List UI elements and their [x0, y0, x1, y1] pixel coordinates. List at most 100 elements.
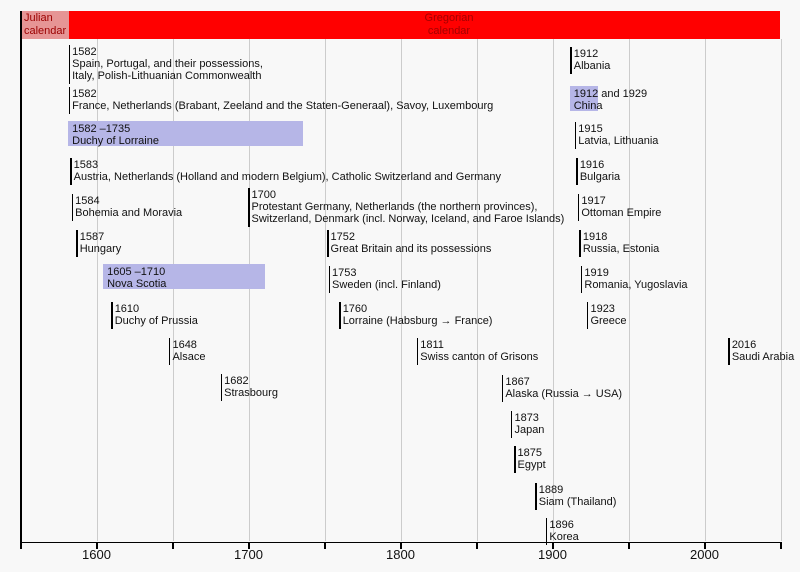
event-year: 1760: [342, 303, 368, 315]
x-axis-tick-1800: [400, 543, 402, 549]
event-year: 1700: [251, 189, 276, 201]
x-axis-tick-1850: [476, 543, 478, 549]
event-year: 1918: [582, 231, 608, 243]
gridline-1700: [248, 39, 250, 541]
julian-label-line2: calendar: [24, 25, 67, 37]
gridline-1600: [96, 39, 98, 541]
event-tick: [339, 302, 341, 329]
event-tick: [535, 483, 537, 510]
event-range-box: [569, 86, 598, 111]
event-country: Alsace: [172, 351, 206, 363]
gridline-2050: [780, 39, 782, 541]
event-country: Austria, Netherlands (Holland and modern…: [73, 171, 502, 183]
timeline-entry: 1919 Romania, Yugoslavia: [584, 267, 687, 291]
event-year: 1873: [514, 412, 539, 424]
timeline-entry: 1753 Sweden (incl. Finland): [332, 267, 441, 291]
gridline-1750: [324, 39, 326, 541]
timeline-entry: 1582 –1735 Duchy of Lorraine: [72, 123, 159, 147]
event-tick: [579, 230, 581, 257]
timeline-entry: 1896 Korea: [549, 519, 578, 543]
timeline-entry: 1584 Bohemia and Moravia: [75, 195, 182, 219]
gregorian-label-line1: Gregorian: [424, 12, 474, 24]
event-country: Korea: [549, 531, 579, 543]
event-country: Great Britain and its possessions: [330, 243, 492, 255]
event-year: 2016: [731, 339, 757, 351]
event-tick: [68, 45, 71, 84]
event-tick: [111, 302, 113, 329]
timeline-entry: 1875 Egypt: [518, 447, 546, 471]
timeline-entry: 1916 Bulgaria: [580, 159, 620, 183]
event-country: Lorraine (Habsburg → France): [342, 315, 493, 327]
timeline-entry: 1752 Great Britain and its possessions: [331, 231, 492, 255]
event-tick: [76, 230, 78, 257]
event-tick: [220, 374, 223, 401]
event-year: 1682: [224, 375, 249, 387]
timeline-entry: 1582 Spain, Portugal, and their possessio…: [72, 46, 263, 82]
gridline-1800: [400, 39, 402, 541]
event-range-box: [68, 121, 303, 146]
event-year: 1648: [172, 339, 197, 351]
x-axis-label-1600: 1600: [82, 547, 111, 562]
event-year: 1582: [72, 46, 97, 58]
event-year: 1583: [73, 159, 99, 171]
julian-calendar-band: Julian calendar: [21, 11, 70, 39]
event-country: Nova Scotia: [107, 278, 167, 290]
gridline-1900: [552, 39, 554, 541]
event-year: 1753: [332, 267, 357, 279]
event-tick: [728, 338, 730, 365]
event-tick: [70, 158, 72, 185]
gregorian-calendar-label: Gregorian calendar: [389, 12, 509, 38]
event-country: Saudi Arabia: [731, 351, 795, 363]
event-tick: [328, 266, 331, 293]
timeline-entry: 1610 Duchy of Prussia: [115, 303, 198, 327]
event-country: Russia, Estonia: [582, 243, 660, 255]
timeline-entry: 1648 Alsace: [172, 339, 205, 363]
event-tick: [510, 411, 513, 438]
timeline-entry: 1912 and 1929 China: [574, 88, 647, 112]
x-axis-tick-1650: [172, 543, 174, 549]
event-year: 1811: [420, 339, 444, 351]
event-country: Strasbourg: [224, 387, 278, 399]
event-tick: [586, 302, 589, 329]
event-country: Sweden (incl. Finland): [332, 279, 441, 291]
event-year: 1912: [573, 48, 599, 60]
timeline-entry: 1582 France, Netherlands (Brabant, Zeelan…: [72, 88, 493, 112]
event-tick: [570, 47, 572, 74]
x-axis-tick-1900: [552, 543, 554, 549]
event-year: 1582: [72, 88, 97, 100]
event-year: 1917: [581, 195, 606, 207]
event-year: 1912 and 1929: [573, 88, 648, 100]
gregorian-label-line2: calendar: [427, 25, 471, 37]
timeline-entry: 1923 Greece: [590, 303, 626, 327]
event-tick: [574, 122, 577, 149]
timeline-entry: 1867 Alaska (Russia → USA): [505, 376, 622, 400]
event-tick: [545, 518, 548, 545]
event-year: 1875: [517, 447, 542, 459]
event-year: 1587: [79, 231, 105, 243]
event-year: 1923: [590, 303, 615, 315]
event-tick: [327, 230, 329, 257]
event-tick: [68, 87, 71, 114]
x-axis-label-1800: 1800: [386, 547, 415, 562]
event-country: France, Netherlands (Brabant, Zeeland an…: [72, 100, 494, 112]
event-country: Greece: [590, 315, 627, 327]
event-country: Latvia, Lithuania: [578, 135, 659, 147]
event-country: Albania: [573, 60, 611, 72]
x-axis-tick-2000: [704, 543, 706, 549]
event-year: 1752: [330, 231, 356, 243]
gridline-1850: [476, 39, 478, 541]
event-country: China: [573, 100, 603, 112]
event-tick: [580, 266, 583, 293]
event-tick: [501, 375, 504, 402]
timeline-entry: 1811 Swiss canton of Grisons: [420, 339, 538, 363]
event-country: Alaska (Russia → USA): [505, 388, 623, 400]
x-axis-tick-1600: [96, 543, 98, 549]
timeline-entry: 1605 –1710 Nova Scotia: [107, 266, 166, 290]
event-range-box: [103, 264, 265, 289]
gregorian-calendar-band: [69, 11, 781, 39]
event-country: Hungary: [79, 243, 122, 255]
event-year: 1610: [114, 303, 140, 315]
event-country: Bohemia and Moravia: [75, 207, 183, 219]
x-axis-tick-2050: [780, 543, 782, 549]
